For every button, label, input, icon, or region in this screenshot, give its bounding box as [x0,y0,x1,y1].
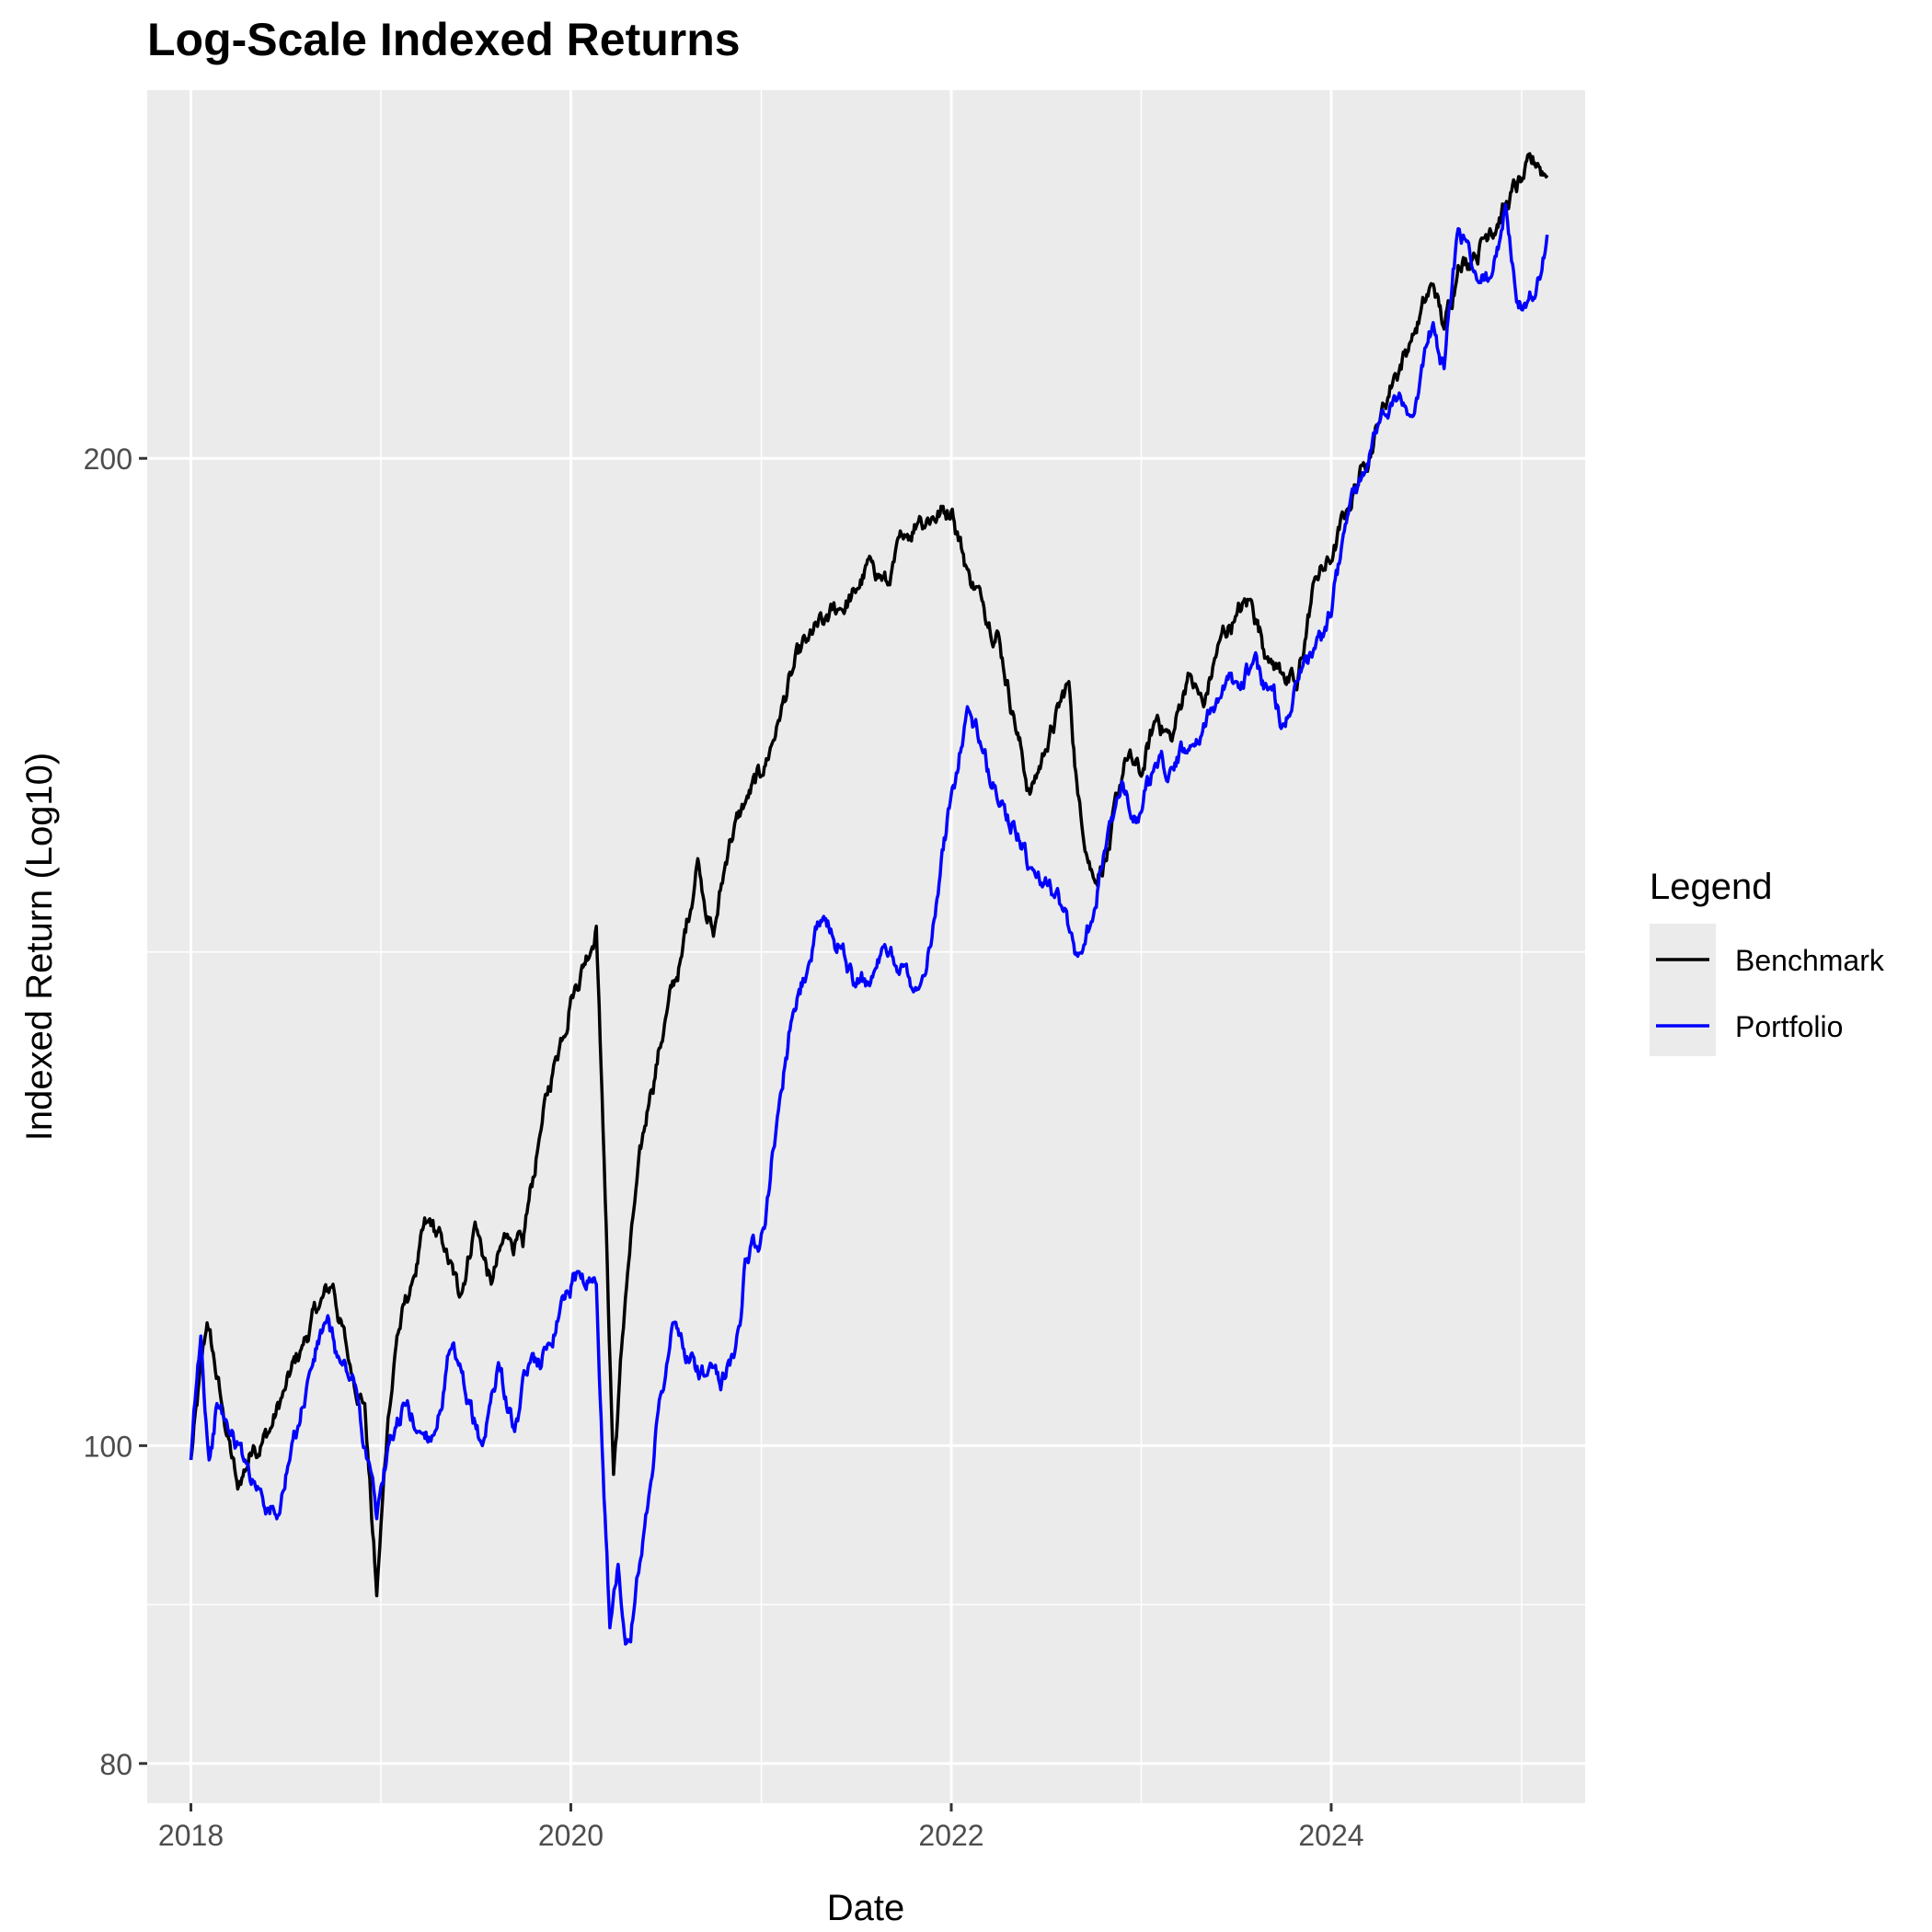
y-tick-label: 200 [84,443,132,476]
grid-minor [147,90,1585,1803]
x-axis-label: Date [827,1888,905,1928]
legend-title: Legend [1650,867,1772,907]
legend-label-portfolio: Portfolio [1735,1010,1843,1043]
x-tick-label: 2022 [918,1819,983,1852]
y-axis-label: Indexed Return (Log10) [19,753,60,1142]
y-tick-label: 100 [84,1430,132,1463]
x-tick-label: 2018 [158,1819,224,1852]
grid-major [147,90,1585,1803]
legend-key-background [1650,924,1716,1056]
x-axis: 2018 2020 2022 2024 [158,1803,1364,1852]
y-tick-label: 80 [99,1748,132,1781]
series-layer [189,152,1549,1646]
series-line-benchmark [189,152,1549,1598]
x-tick-label: 2024 [1298,1819,1363,1852]
plot-panel [147,90,1585,1803]
legend-label-benchmark: Benchmark [1735,944,1885,977]
x-tick-label: 2020 [538,1819,604,1852]
y-axis: 80 100 200 [84,443,147,1781]
series-line-portfolio [189,202,1549,1646]
chart-title: Log-Scale Indexed Returns [147,14,741,65]
legend: Legend Benchmark Portfolio [1650,867,1885,1056]
